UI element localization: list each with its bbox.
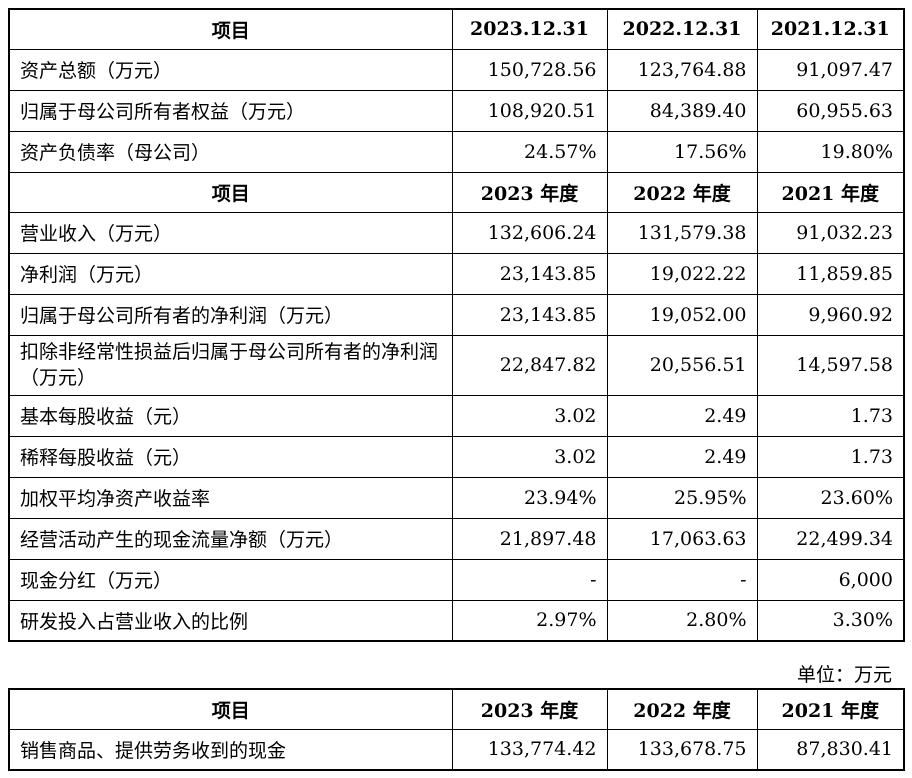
financial-summary-table: 项目 2023.12.31 2022.12.31 2021.12.31 资产总额…	[8, 8, 905, 642]
value-cell: 60,955.63	[756, 89, 905, 132]
value-cell: 108,920.51	[451, 89, 608, 132]
header-cell: 2022 年度	[606, 171, 758, 213]
table-row: 经营活动产生的现金流量净额（万元） 21,897.48 17,063.63 22…	[8, 517, 905, 560]
header-cell: 2021.12.31	[756, 8, 905, 50]
header-cell: 2022.12.31	[606, 8, 758, 50]
table-row: 净利润（万元） 23,143.85 19,022.22 11,859.85	[8, 252, 905, 295]
header-cell: 项目	[8, 8, 453, 50]
value-cell: -	[606, 558, 758, 601]
value-cell: 2.97%	[451, 599, 608, 642]
table-row: 营业收入（万元） 132,606.24 131,579.38 91,032.23	[8, 211, 905, 254]
value-cell: 25.95%	[606, 476, 758, 519]
value-cell: 133,774.42	[451, 728, 608, 771]
value-cell: 91,097.47	[756, 48, 905, 91]
value-cell: 3.30%	[756, 599, 905, 642]
row-label: 扣除非经常性损益后归属于母公司所有者的净利润（万元）	[8, 334, 453, 396]
row-label: 现金分红（万元）	[8, 558, 453, 601]
row-label: 归属于母公司所有者的净利润（万元）	[8, 293, 453, 336]
header-cell: 2023 年度	[451, 171, 608, 213]
cash-flow-table: 项目 2023 年度 2022 年度 2021 年度 销售商品、提供劳务收到的现…	[8, 688, 905, 771]
header-cell: 2023 年度	[451, 688, 608, 730]
header-cell: 2021 年度	[756, 171, 905, 213]
table-row: 加权平均净资产收益率 23.94% 25.95% 23.60%	[8, 476, 905, 519]
table-row: 稀释每股收益（元） 3.02 2.49 1.73	[8, 435, 905, 478]
value-cell: 123,764.88	[606, 48, 758, 91]
value-cell: 2.49	[606, 435, 758, 478]
row-label: 资产总额（万元）	[8, 48, 453, 91]
row-label: 经营活动产生的现金流量净额（万元）	[8, 517, 453, 560]
value-cell: 19,022.22	[606, 252, 758, 295]
value-cell: 132,606.24	[451, 211, 608, 254]
header-cell: 项目	[8, 688, 453, 730]
value-cell: 87,830.41	[756, 728, 905, 771]
value-cell: 1.73	[756, 394, 905, 437]
value-cell: 24.57%	[451, 130, 608, 173]
value-cell: 23.94%	[451, 476, 608, 519]
row-label: 加权平均净资产收益率	[8, 476, 453, 519]
table-row: 归属于母公司所有者的净利润（万元） 23,143.85 19,052.00 9,…	[8, 293, 905, 336]
table-header-row: 项目 2023 年度 2022 年度 2021 年度	[8, 688, 905, 730]
table-row: 基本每股收益（元） 3.02 2.49 1.73	[8, 394, 905, 437]
value-cell: 17,063.63	[606, 517, 758, 560]
value-cell: 21,897.48	[451, 517, 608, 560]
row-label: 资产负债率（母公司）	[8, 130, 453, 173]
value-cell: 131,579.38	[606, 211, 758, 254]
table-row: 扣除非经常性损益后归属于母公司所有者的净利润（万元） 22,847.82 20,…	[8, 334, 905, 396]
value-cell: 2.80%	[606, 599, 758, 642]
value-cell: 23.60%	[756, 476, 905, 519]
header-cell: 项目	[8, 171, 453, 213]
value-cell: 20,556.51	[606, 334, 758, 396]
header-cell: 2021 年度	[756, 688, 905, 730]
value-cell: 22,499.34	[756, 517, 905, 560]
row-label: 稀释每股收益（元）	[8, 435, 453, 478]
row-label: 归属于母公司所有者权益（万元）	[8, 89, 453, 132]
table-row: 资产负债率（母公司） 24.57% 17.56% 19.80%	[8, 130, 905, 173]
value-cell: 23,143.85	[451, 293, 608, 336]
value-cell: 2.49	[606, 394, 758, 437]
value-cell: 133,678.75	[606, 728, 758, 771]
row-label: 基本每股收益（元）	[8, 394, 453, 437]
value-cell: 11,859.85	[756, 252, 905, 295]
value-cell: 14,597.58	[756, 334, 905, 396]
value-cell: 17.56%	[606, 130, 758, 173]
table-row: 资产总额（万元） 150,728.56 123,764.88 91,097.47	[8, 48, 905, 91]
table-row: 归属于母公司所有者权益（万元） 108,920.51 84,389.40 60,…	[8, 89, 905, 132]
value-cell: 22,847.82	[451, 334, 608, 396]
value-cell: 23,143.85	[451, 252, 608, 295]
table-row: 现金分红（万元） - - 6,000	[8, 558, 905, 601]
row-label: 营业收入（万元）	[8, 211, 453, 254]
header-cell: 2023.12.31	[451, 8, 608, 50]
value-cell: 91,032.23	[756, 211, 905, 254]
row-label: 净利润（万元）	[8, 252, 453, 295]
table-row: 研发投入占营业收入的比例 2.97% 2.80% 3.30%	[8, 599, 905, 642]
value-cell: 1.73	[756, 435, 905, 478]
row-label: 研发投入占营业收入的比例	[8, 599, 453, 642]
value-cell: -	[451, 558, 608, 601]
value-cell: 9,960.92	[756, 293, 905, 336]
table-subheader-row: 项目 2023 年度 2022 年度 2021 年度	[8, 171, 905, 213]
value-cell: 150,728.56	[451, 48, 608, 91]
value-cell: 6,000	[756, 558, 905, 601]
table-row: 销售商品、提供劳务收到的现金 133,774.42 133,678.75 87,…	[8, 728, 905, 771]
value-cell: 84,389.40	[606, 89, 758, 132]
value-cell: 3.02	[451, 394, 608, 437]
value-cell: 3.02	[451, 435, 608, 478]
header-cell: 2022 年度	[606, 688, 758, 730]
table-header-row: 项目 2023.12.31 2022.12.31 2021.12.31	[8, 8, 905, 50]
unit-note: 单位：万元	[796, 664, 892, 686]
value-cell: 19.80%	[756, 130, 905, 173]
row-label: 销售商品、提供劳务收到的现金	[8, 728, 453, 771]
value-cell: 19,052.00	[606, 293, 758, 336]
